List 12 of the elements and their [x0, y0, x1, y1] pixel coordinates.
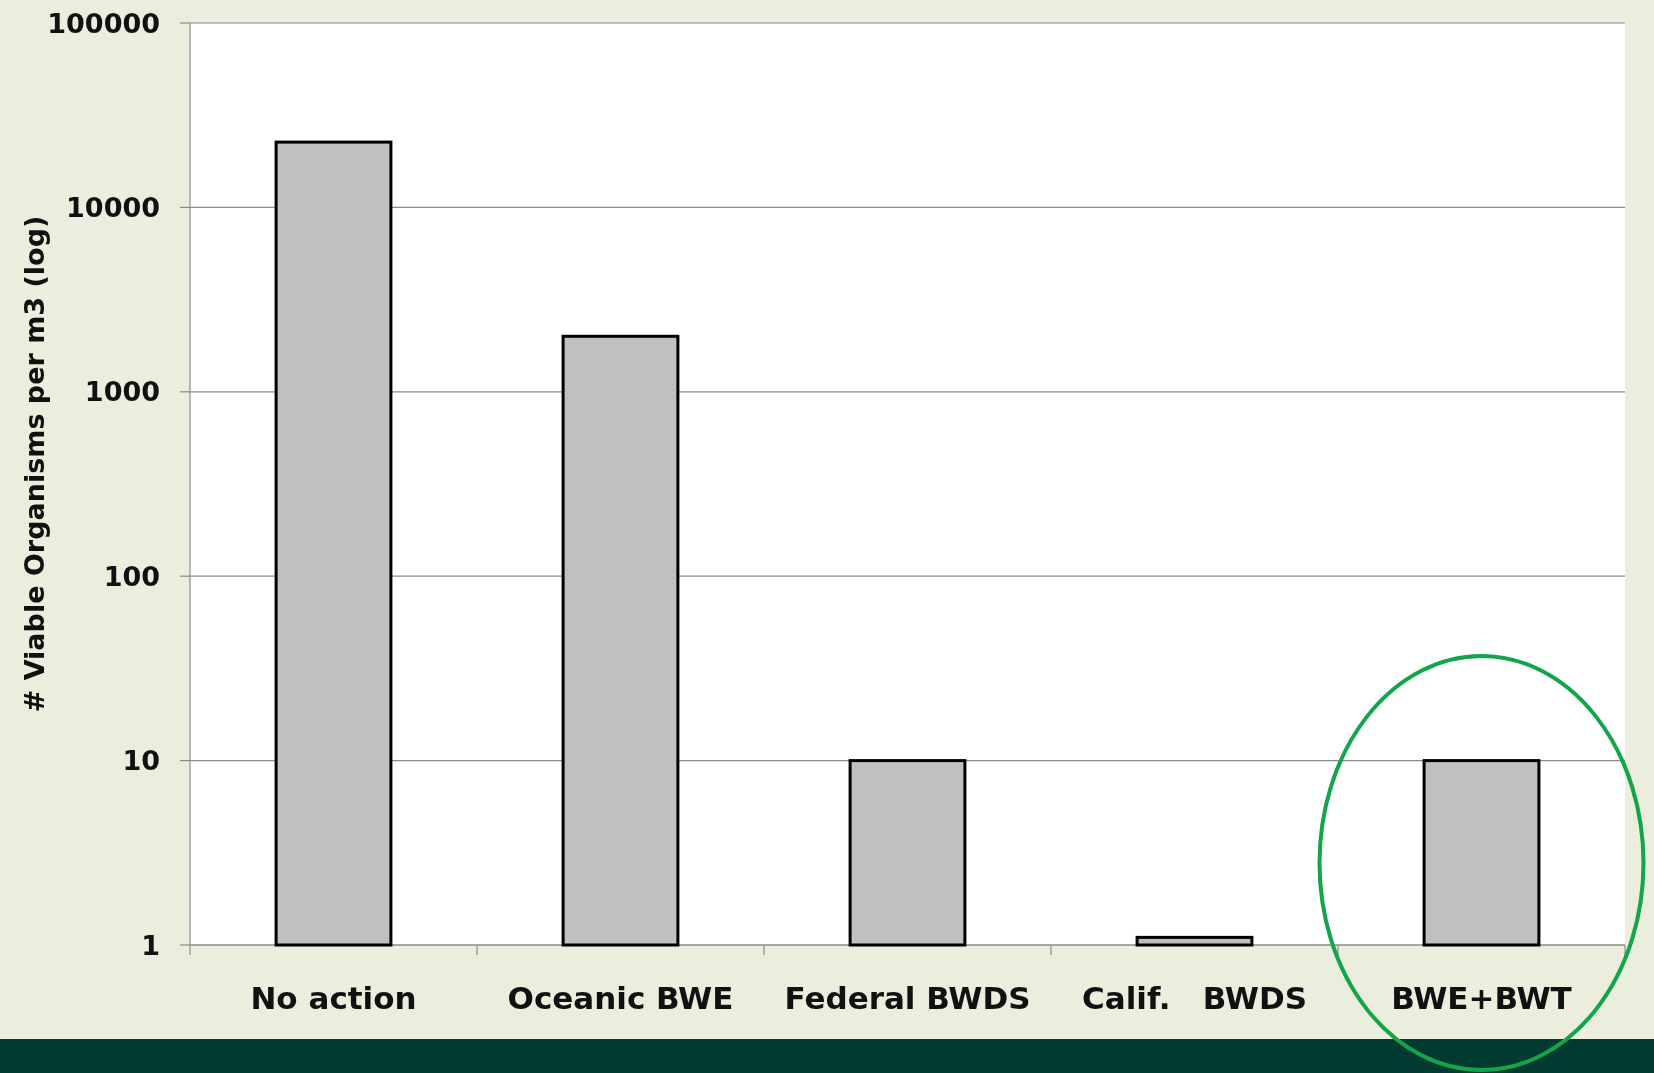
y-tick-label: 100000: [47, 7, 160, 39]
x-tick-label: Federal BWDS: [784, 980, 1031, 1016]
y-tick-label: 1000: [84, 376, 160, 408]
x-tick-label: No action: [250, 980, 417, 1016]
x-tick-label: Oceanic BWE: [507, 980, 734, 1016]
y-axis-title: # Viable Organisms per m3 (log): [18, 215, 50, 713]
y-tick-label: 10000: [66, 191, 160, 223]
y-tick-label: 100: [103, 560, 160, 592]
y-tick-label: 10: [122, 745, 160, 777]
x-tick-label: Calif. BWDS: [1081, 980, 1308, 1016]
x-tick-label: BWE+BWT: [1391, 980, 1572, 1016]
y-tick-label: 1: [141, 929, 160, 961]
